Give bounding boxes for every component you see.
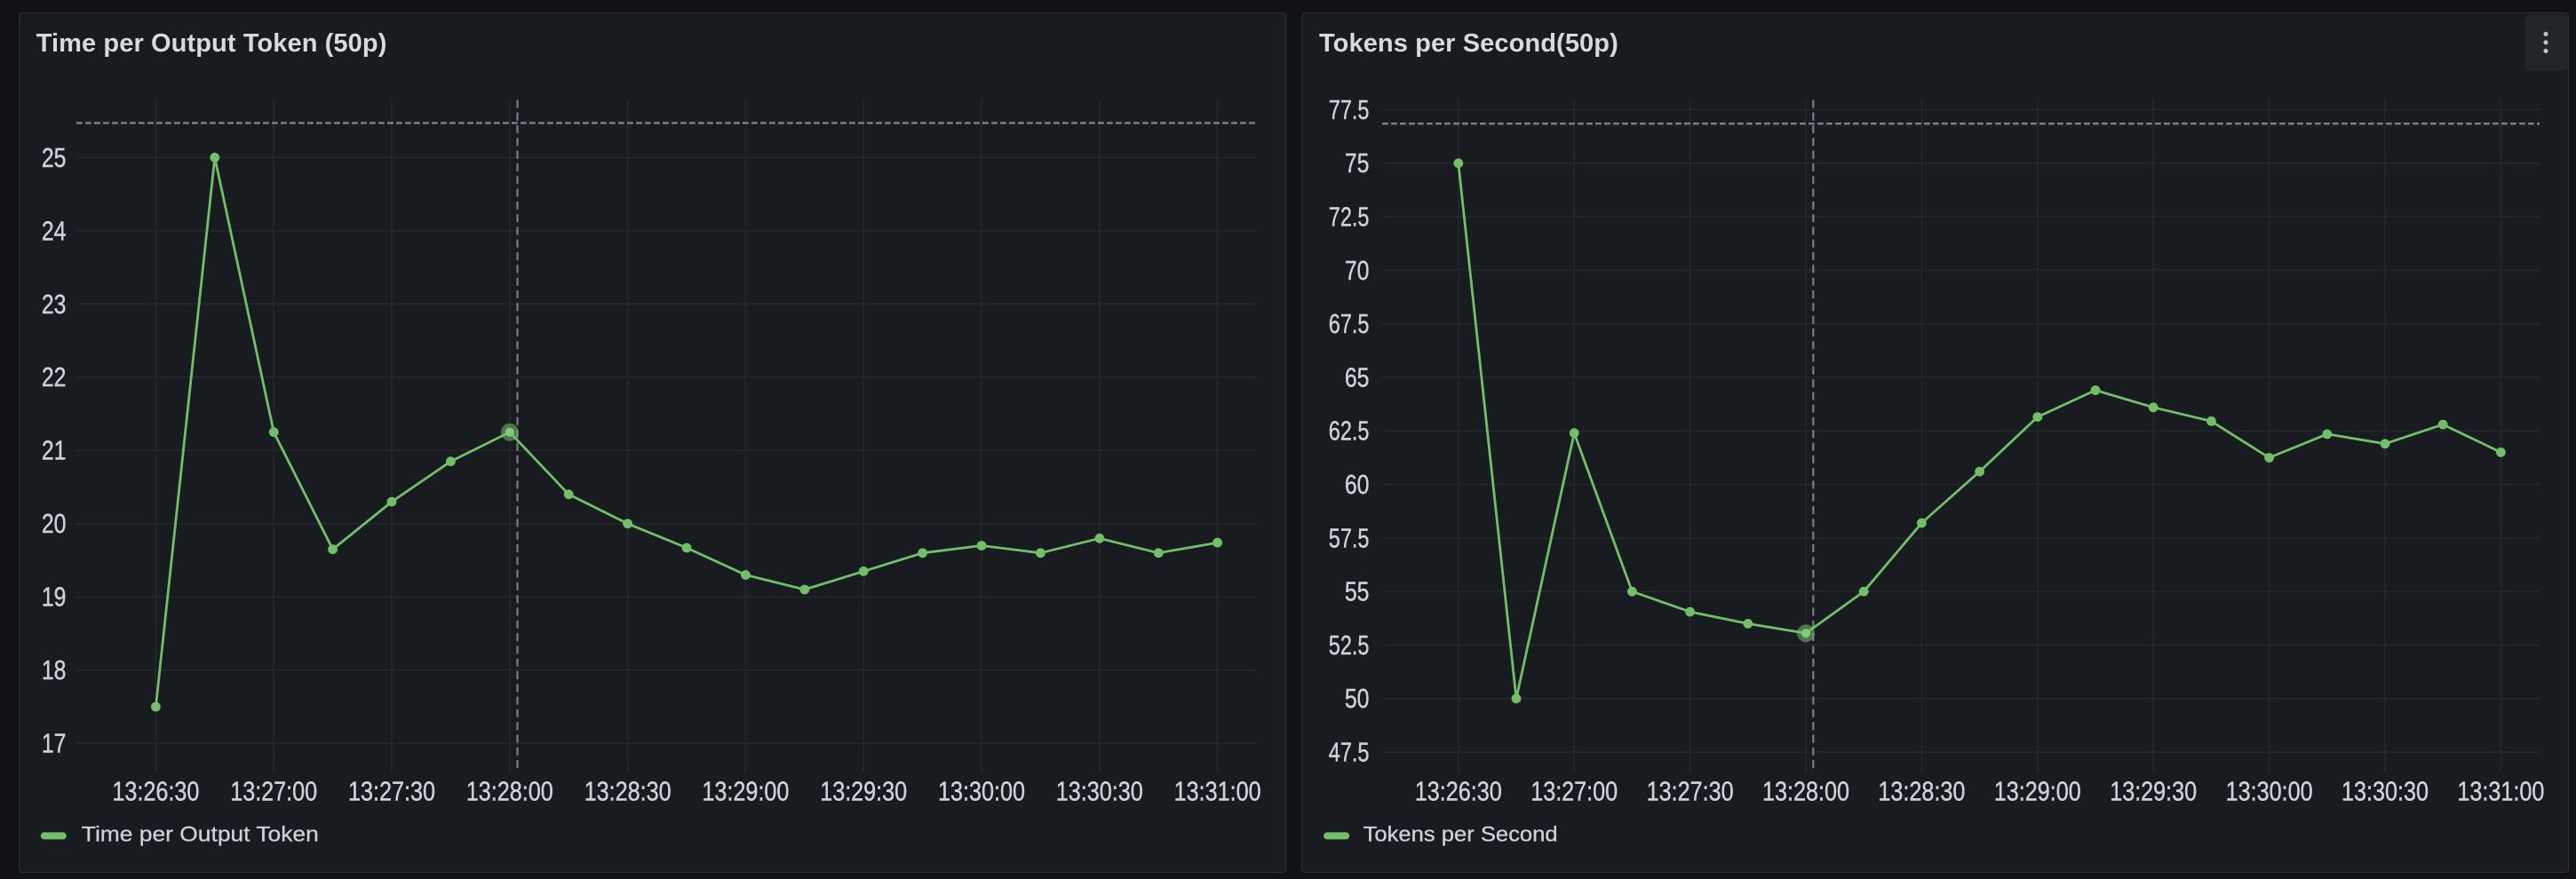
svg-text:Time per Output Token: Time per Output Token (82, 823, 319, 847)
svg-text:13:27:30: 13:27:30 (1647, 776, 1734, 806)
svg-text:24: 24 (42, 216, 67, 246)
svg-text:77.5: 77.5 (1329, 95, 1370, 125)
svg-text:13:30:00: 13:30:00 (2226, 776, 2313, 806)
svg-text:13:26:30: 13:26:30 (1415, 776, 1502, 806)
svg-text:13:29:30: 13:29:30 (2110, 776, 2197, 806)
svg-text:22: 22 (42, 362, 67, 392)
svg-text:13:31:00: 13:31:00 (1174, 776, 1261, 806)
svg-text:13:26:30: 13:26:30 (112, 776, 199, 806)
svg-text:70: 70 (1345, 256, 1370, 286)
svg-text:65: 65 (1345, 362, 1370, 392)
svg-text:13:30:00: 13:30:00 (938, 776, 1025, 806)
svg-text:17: 17 (42, 729, 67, 759)
svg-text:13:28:00: 13:28:00 (1762, 776, 1849, 806)
svg-text:13:30:30: 13:30:30 (2341, 776, 2429, 806)
svg-text:52.5: 52.5 (1329, 630, 1370, 661)
svg-text:62.5: 62.5 (1329, 416, 1370, 447)
svg-text:75: 75 (1345, 148, 1370, 178)
svg-text:19: 19 (42, 582, 67, 613)
svg-text:50: 50 (1345, 684, 1370, 714)
svg-text:55: 55 (1345, 577, 1370, 607)
svg-text:13:29:00: 13:29:00 (1994, 776, 2081, 806)
svg-text:25: 25 (42, 143, 67, 173)
svg-text:13:28:30: 13:28:30 (1878, 776, 1965, 806)
svg-text:13:28:30: 13:28:30 (584, 776, 672, 806)
svg-text:Time per Output Token (50p): Time per Output Token (50p) (36, 29, 387, 58)
svg-text:13:31:00: 13:31:00 (2457, 776, 2544, 806)
svg-text:13:29:30: 13:29:30 (820, 776, 907, 806)
svg-text:57.5: 57.5 (1329, 523, 1370, 553)
svg-text:72.5: 72.5 (1329, 202, 1370, 233)
svg-text:13:27:30: 13:27:30 (348, 776, 435, 806)
svg-text:Tokens per Second(50p): Tokens per Second(50p) (1319, 29, 1618, 58)
svg-text:20: 20 (42, 509, 67, 539)
svg-text:47.5: 47.5 (1329, 738, 1370, 768)
svg-text:21: 21 (42, 436, 67, 466)
svg-text:13:30:30: 13:30:30 (1056, 776, 1143, 806)
svg-text:13:27:00: 13:27:00 (230, 776, 317, 806)
svg-text:18: 18 (42, 655, 67, 685)
svg-text:23: 23 (42, 289, 67, 320)
svg-text:67.5: 67.5 (1329, 309, 1370, 339)
svg-text:13:28:00: 13:28:00 (466, 776, 553, 806)
svg-text:Tokens per Second: Tokens per Second (1364, 823, 1558, 847)
svg-text:60: 60 (1345, 470, 1370, 500)
svg-text:13:27:00: 13:27:00 (1530, 776, 1618, 806)
svg-text:13:29:00: 13:29:00 (702, 776, 789, 806)
